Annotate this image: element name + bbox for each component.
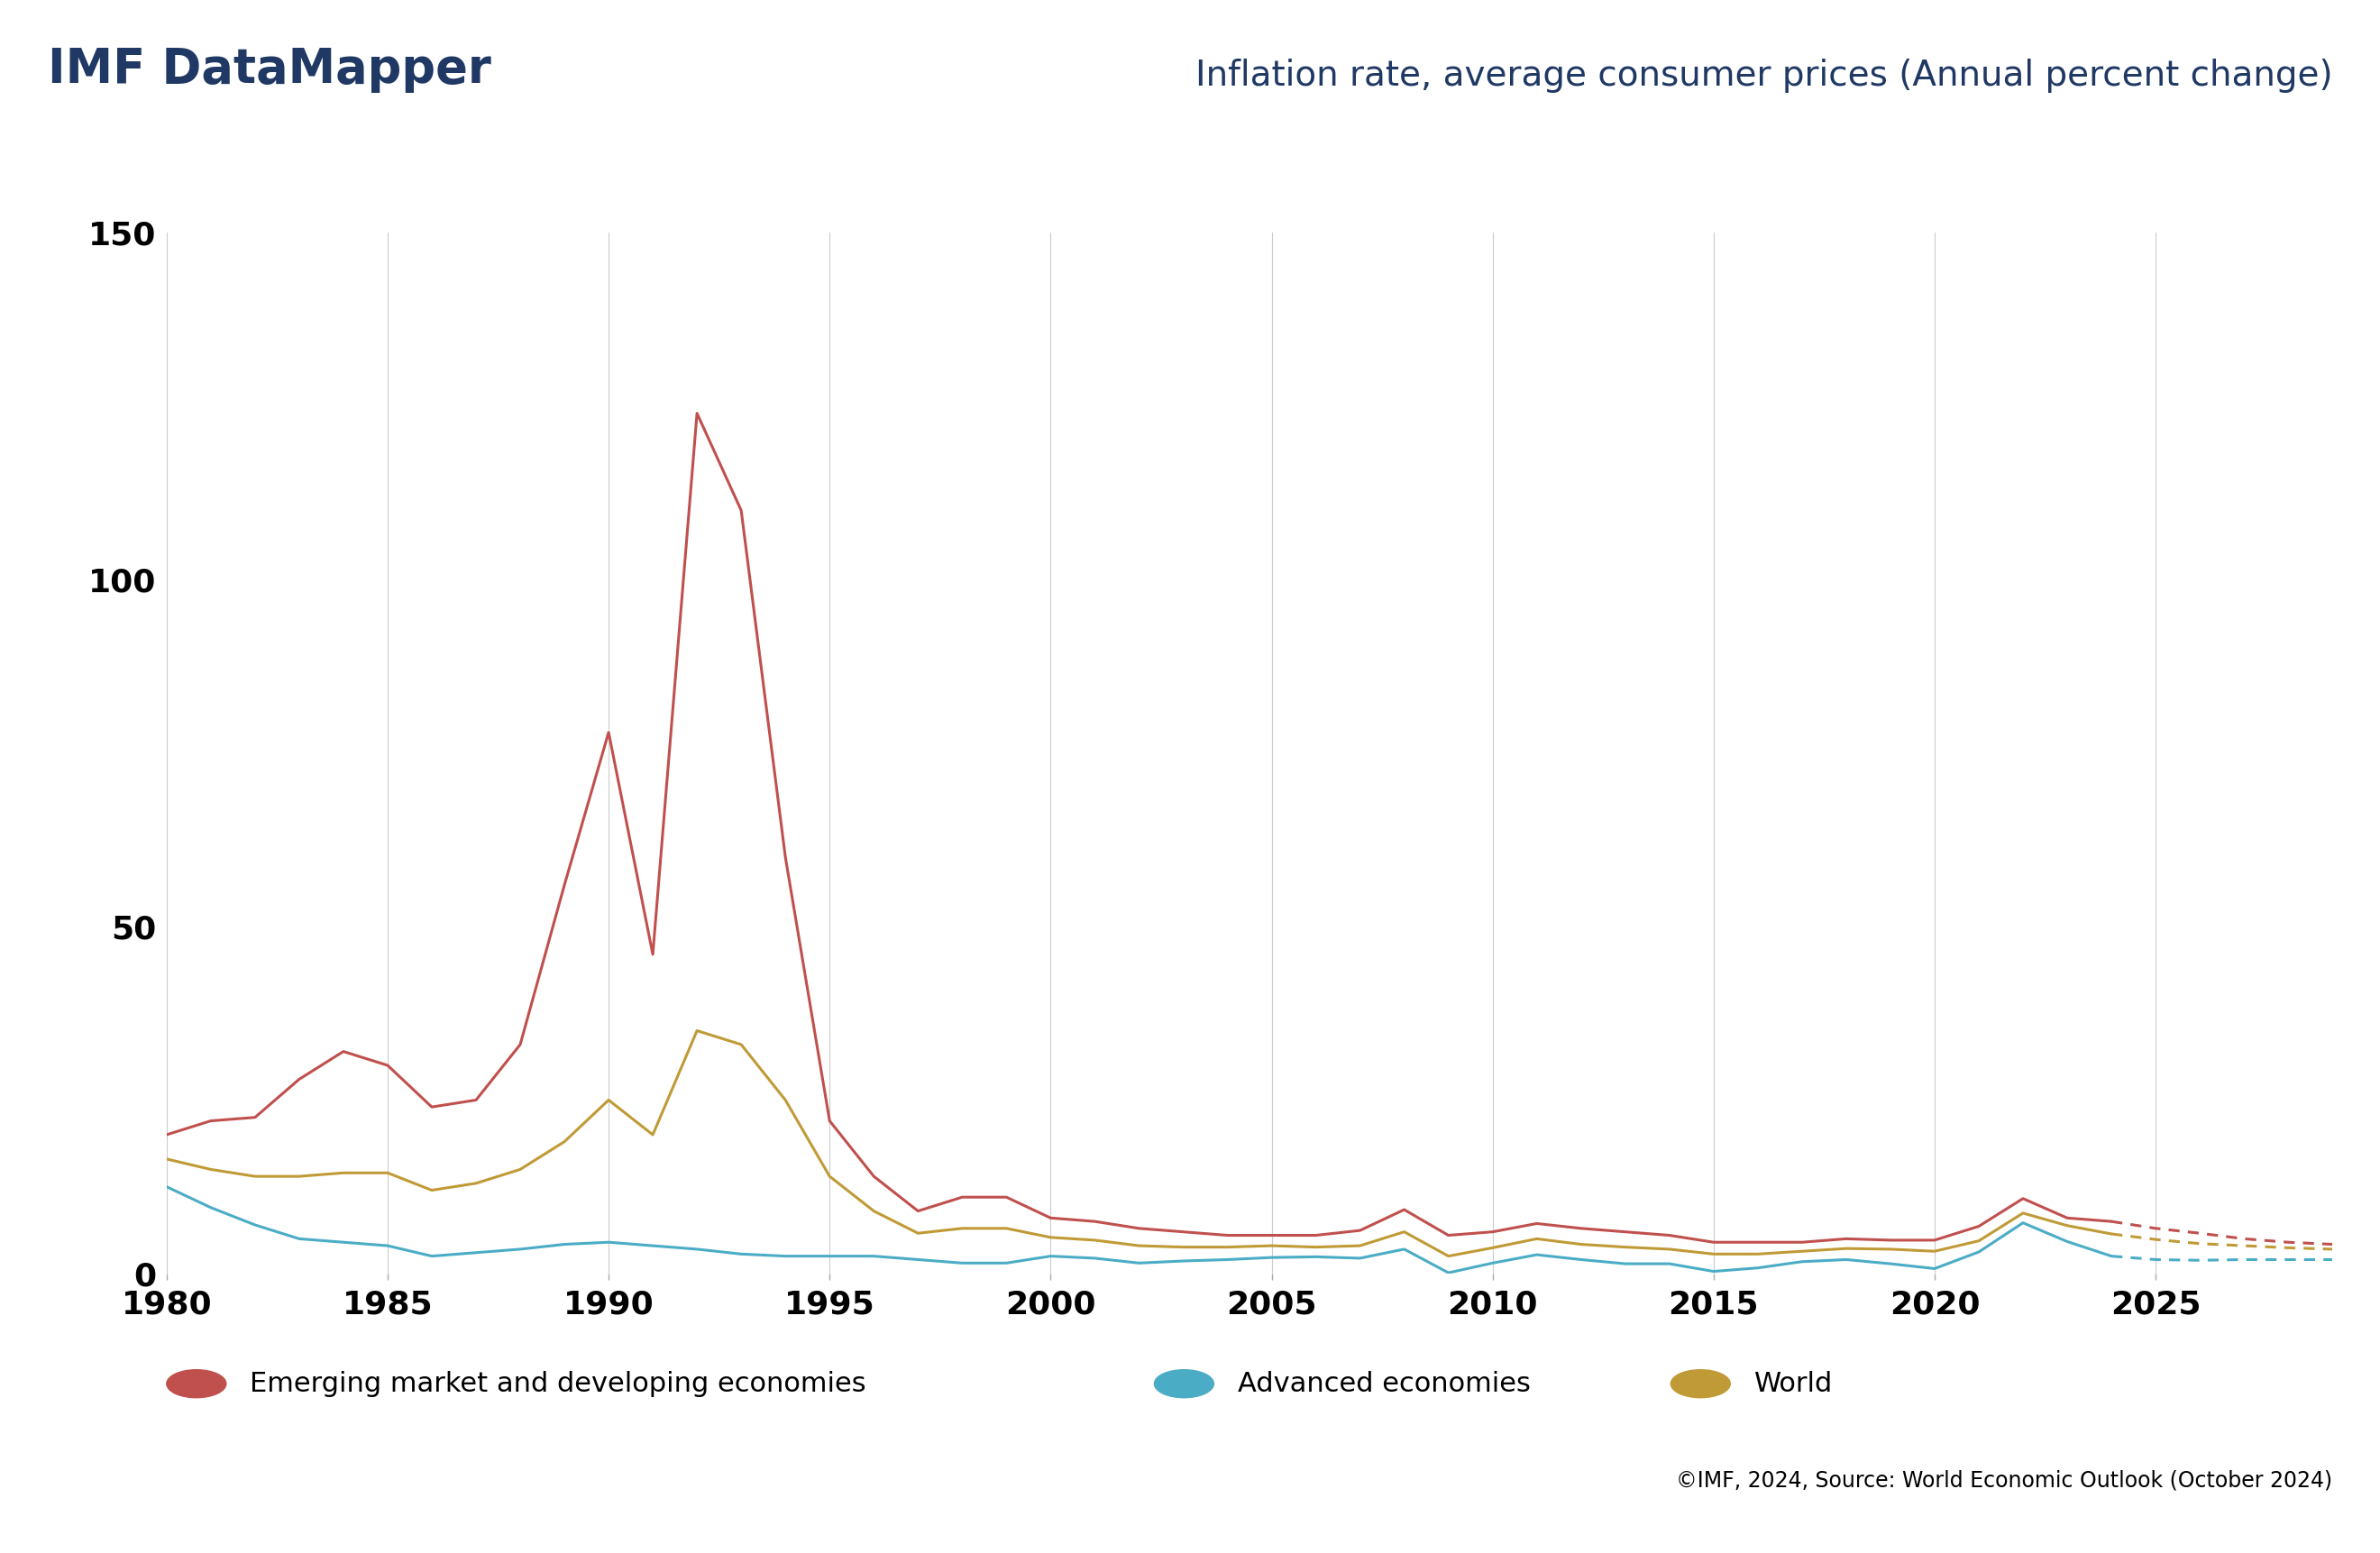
Text: World: World [1754,1371,1833,1396]
Text: IMF DataMapper: IMF DataMapper [48,47,490,93]
Text: Emerging market and developing economies: Emerging market and developing economies [250,1371,866,1396]
Text: Advanced economies: Advanced economies [1238,1371,1530,1396]
Text: ©IMF, 2024, Source: World Economic Outlook (October 2024): ©IMF, 2024, Source: World Economic Outlo… [1676,1469,2332,1491]
Text: Inflation rate, average consumer prices (Annual percent change): Inflation rate, average consumer prices … [1195,59,2332,93]
